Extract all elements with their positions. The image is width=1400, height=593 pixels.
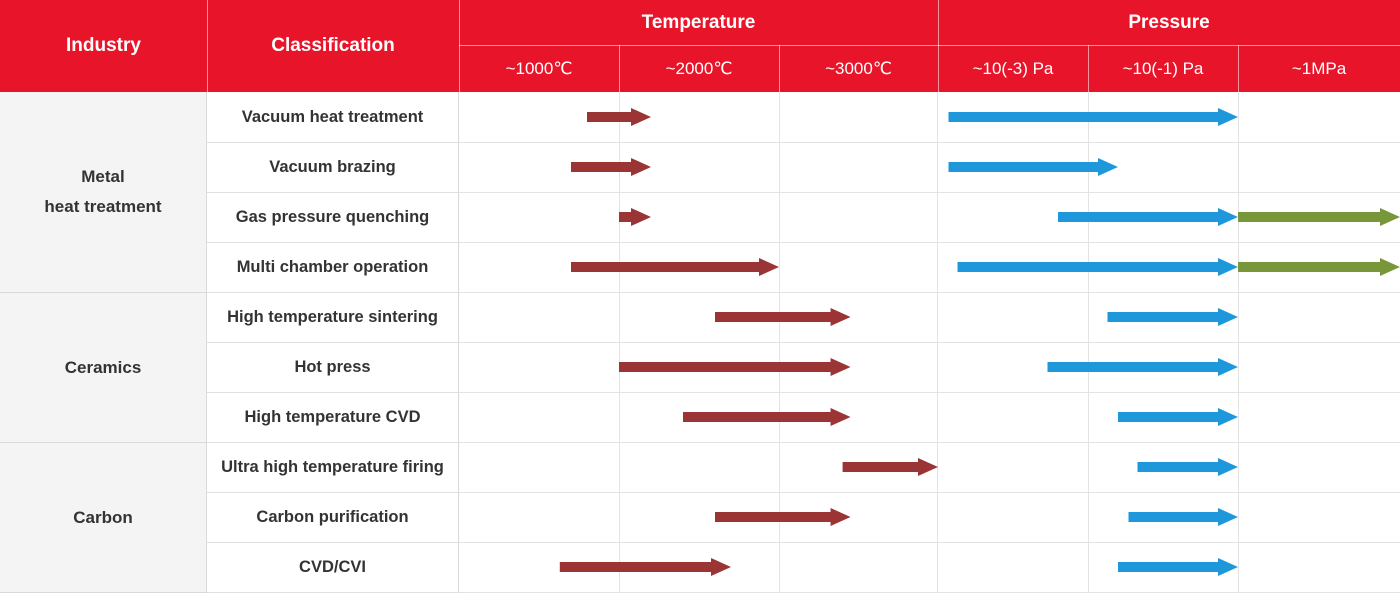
header-divider [459, 45, 1400, 46]
classification-header: Classification [207, 0, 459, 92]
temperature-range-arrow [619, 208, 651, 226]
vacuum-pressure-range-arrow [1058, 208, 1238, 226]
industry-carbon: Carbon [0, 443, 207, 593]
pressure-col-1mpa: ~1MPa [1238, 45, 1400, 92]
temp-col-2000: ~2000℃ [619, 45, 779, 92]
industry-metal-heat-treatment: Metal heat treatment [0, 92, 207, 293]
classification-cell: Ultra high temperature firing [207, 443, 459, 493]
vacuum-pressure-range-arrow [1047, 358, 1238, 376]
grid-row-line [459, 542, 1400, 543]
header-divider [1238, 45, 1239, 92]
grid-col-line [779, 92, 780, 593]
vacuum-pressure-range-arrow [1107, 308, 1238, 326]
temperature-range-arrow [842, 458, 938, 476]
classification-cell: High temperature sintering [207, 293, 459, 343]
vacuum-pressure-range-arrow [957, 258, 1238, 276]
temperature-range-arrow [619, 358, 851, 376]
temperature-range-arrow [715, 308, 851, 326]
grid-col-line [937, 92, 938, 593]
classification-cell: CVD/CVI [207, 543, 459, 593]
grid-row-line [459, 342, 1400, 343]
vacuum-pressure-range-arrow [948, 108, 1238, 126]
vacuum-pressure-range-arrow [1137, 458, 1238, 476]
classification-cell: Gas pressure quenching [207, 193, 459, 243]
temperature-header: Temperature [459, 0, 938, 45]
temperature-range-arrow [587, 108, 651, 126]
grid-col-line [1238, 92, 1239, 593]
classification-cell: Hot press [207, 343, 459, 393]
grid-col-line [1088, 92, 1089, 593]
temp-col-1000: ~1000℃ [459, 45, 619, 92]
header-divider [619, 45, 620, 92]
temperature-range-arrow [683, 408, 851, 426]
vacuum-pressure-range-arrow [1118, 408, 1238, 426]
grid-col-line [619, 92, 620, 593]
grid-row-line [459, 392, 1400, 393]
temperature-range-arrow [715, 508, 851, 526]
classification-cell: Multi chamber operation [207, 243, 459, 293]
temperature-range-arrow [559, 558, 731, 576]
vacuum-pressure-range-arrow [1118, 558, 1238, 576]
classification-cell: Carbon purification [207, 493, 459, 543]
grid-row-line [459, 292, 1400, 293]
header-divider [779, 45, 780, 92]
grid-row-line [459, 242, 1400, 243]
high-pressure-range-arrow [1238, 258, 1400, 276]
temperature-range-arrow [571, 258, 779, 276]
pressure-col-1e-1: ~10(-1) Pa [1088, 45, 1238, 92]
vacuum-pressure-range-arrow [948, 158, 1118, 176]
grid-row-line [459, 492, 1400, 493]
pressure-header: Pressure [938, 0, 1400, 45]
vacuum-pressure-range-arrow [1128, 508, 1238, 526]
classification-cell: Vacuum heat treatment [207, 92, 459, 143]
header-divider [1088, 45, 1089, 92]
header-divider [938, 0, 939, 92]
industry-ceramics: Ceramics [0, 293, 207, 443]
high-pressure-range-arrow [1238, 208, 1400, 226]
header-divider [459, 0, 460, 92]
grid-row-line [459, 192, 1400, 193]
grid-row-line [459, 142, 1400, 143]
temperature-range-arrow [571, 158, 651, 176]
grid-row-line [459, 442, 1400, 443]
pressure-col-1e-3: ~10(-3) Pa [938, 45, 1088, 92]
header-divider [207, 0, 208, 92]
temp-col-3000: ~3000℃ [779, 45, 938, 92]
classification-cell: Vacuum brazing [207, 143, 459, 193]
classification-cell: High temperature CVD [207, 393, 459, 443]
industry-header: Industry [0, 0, 207, 92]
